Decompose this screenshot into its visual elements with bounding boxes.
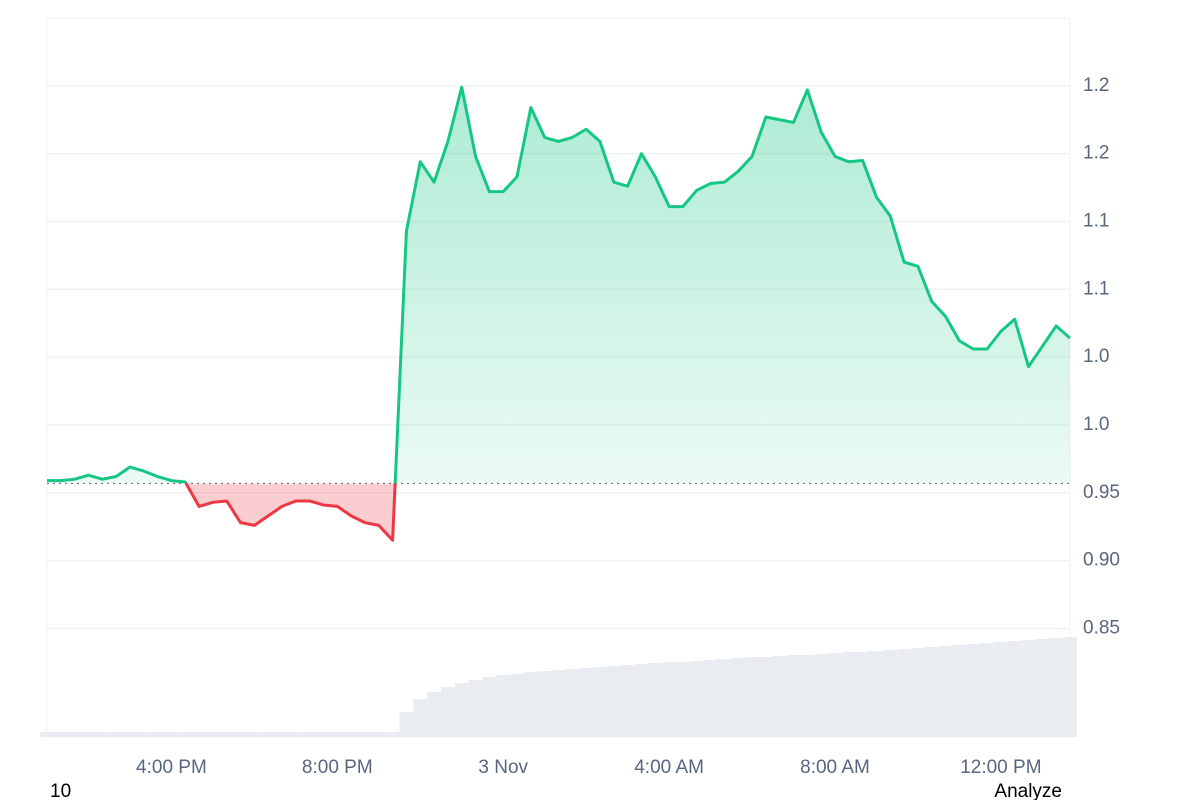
x-tick-label: 12:00 PM	[960, 757, 1041, 778]
x-tick-label: 4:00 AM	[634, 757, 704, 778]
footer-left: 10	[50, 781, 71, 800]
y-tick-label: 0.85	[1083, 617, 1120, 638]
volume-bar	[911, 648, 925, 737]
y-tick-label: 1.1	[1083, 278, 1109, 299]
volume-bar	[1063, 637, 1077, 737]
volume-bar	[606, 666, 621, 737]
volume-bar	[192, 732, 206, 737]
volume-bar	[302, 732, 317, 737]
volume-bar	[482, 677, 497, 737]
volume-bar	[772, 656, 787, 737]
volume-bar	[841, 652, 856, 737]
volume-bar	[731, 658, 746, 737]
volume-bar	[648, 663, 663, 737]
volume-bar	[454, 683, 469, 737]
volume-bar	[1007, 641, 1022, 737]
y-tick-label: 1.2	[1083, 75, 1109, 96]
volume-bar	[993, 642, 1008, 737]
volume-bar	[800, 655, 815, 737]
volume-bar	[399, 712, 414, 737]
area-up	[47, 87, 1070, 484]
volume-bar	[662, 662, 677, 737]
volume-bar	[966, 644, 981, 737]
volume-bar	[344, 732, 359, 737]
area-down	[186, 483, 396, 541]
volume-bar	[95, 732, 110, 737]
volume-bar	[952, 645, 967, 737]
volume-bar	[537, 671, 552, 737]
volume-bar	[758, 657, 773, 737]
volume-bar	[109, 732, 124, 737]
volume-bar	[205, 732, 220, 737]
y-tick-label: 1.2	[1083, 143, 1109, 164]
volume-bar	[330, 732, 345, 737]
volume-bar	[510, 674, 524, 737]
y-tick-label: 0.90	[1083, 550, 1120, 571]
volume-bar	[413, 699, 428, 737]
volume-bar	[427, 692, 441, 737]
x-tick-label: 8:00 AM	[800, 757, 870, 778]
price-line-up	[47, 85, 1071, 484]
price-line-down	[183, 483, 397, 542]
volume-bar	[523, 672, 538, 737]
volume-bar	[233, 732, 248, 737]
y-tick-label: 1.1	[1083, 211, 1109, 232]
volume-bar	[828, 653, 842, 737]
volume-bar	[371, 732, 386, 737]
volume-bar	[164, 732, 179, 737]
volume-bar	[924, 647, 939, 737]
volume-bar	[123, 732, 137, 737]
volume-bar	[385, 732, 400, 737]
y-tick-label: 0.95	[1083, 482, 1120, 503]
volume-bar	[855, 652, 870, 737]
volume-bar	[593, 667, 607, 737]
volume-bar	[261, 732, 276, 737]
volume-bar	[814, 654, 829, 737]
volume-bar	[81, 732, 96, 737]
volume-bar	[53, 732, 68, 737]
volume-bar	[869, 651, 884, 737]
volume-bar	[551, 670, 566, 737]
volume-bar	[745, 657, 759, 737]
volume-bar	[358, 732, 372, 737]
volume-bar	[219, 732, 234, 737]
volume-bar	[689, 661, 704, 737]
volume-bar	[275, 732, 289, 737]
volume-bar	[150, 732, 165, 737]
volume-bar	[440, 687, 455, 737]
volume-bar	[67, 732, 82, 737]
volume-bar	[316, 732, 331, 737]
volume-bar	[1049, 638, 1064, 737]
volume-bar	[786, 655, 801, 737]
x-tick-label: 4:00 PM	[136, 757, 207, 778]
volume-bar	[579, 668, 594, 737]
x-tick-label: 3 Nov	[478, 757, 528, 778]
x-tick-label: 8:00 PM	[302, 757, 373, 778]
volume-bar	[620, 665, 635, 737]
volume-bar	[938, 646, 953, 737]
volume-bar	[288, 732, 303, 737]
volume-bar	[496, 675, 511, 737]
volume-bar	[565, 669, 580, 737]
volume-bar	[676, 662, 690, 737]
volume-bar	[980, 643, 994, 737]
volume-bar	[136, 732, 151, 737]
volume-bar	[40, 732, 54, 737]
volume-bar	[634, 664, 649, 737]
volume-bar	[703, 660, 718, 737]
footer-right[interactable]: Analyze	[994, 781, 1062, 800]
volume-bar	[897, 649, 912, 737]
volume-bar	[1021, 640, 1036, 737]
volume-bar	[883, 650, 898, 737]
volume-bar	[178, 732, 193, 737]
volume-bar	[468, 680, 483, 737]
volume-bar	[1035, 639, 1050, 737]
volume-bar	[247, 732, 262, 737]
y-tick-label: 1.0	[1083, 346, 1109, 367]
volume-bar	[717, 659, 732, 737]
y-tick-label: 1.0	[1083, 414, 1109, 435]
